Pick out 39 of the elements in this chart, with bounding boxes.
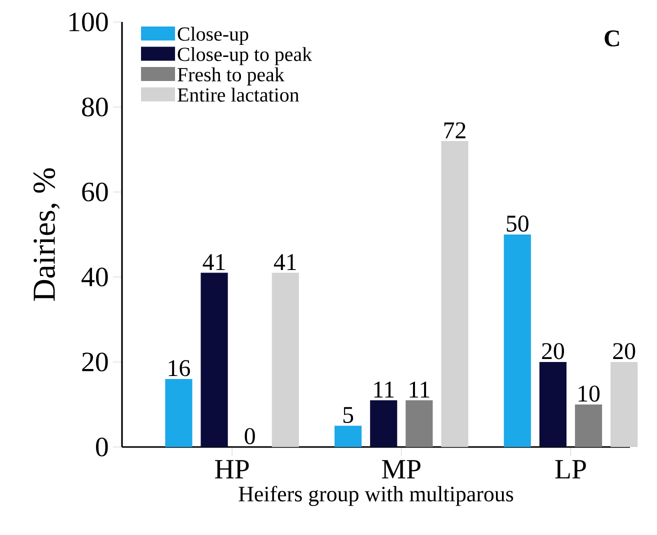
y-tick-label: 80 [82,98,108,116]
legend-label: Close-up [178,26,248,45]
bar [370,400,398,447]
legend-label: Fresh to peak [178,67,284,86]
y-axis-title: Dairies, % [33,168,60,301]
y-tick-label: 20 [82,352,108,372]
x-axis-title: Heifers group with multiparous [238,486,514,506]
data-label: 41 [274,254,296,270]
data-label: 11 [374,382,394,398]
y-tick-label: 0 [96,438,108,456]
bar [610,362,638,447]
bar [406,400,433,447]
bar [334,426,362,447]
data-label: 11 [410,382,430,398]
x-tick-label: MP [382,460,420,478]
data-label: 0 [244,428,255,444]
bar [539,362,567,447]
bar [574,404,602,447]
bar [200,272,228,447]
legend-label: Entire lactation [178,88,300,102]
data-label: 16 [168,360,190,376]
legend-label: Close-up to peak [178,47,312,66]
annotation: C [604,30,619,46]
x-tick-label: LP [555,460,586,478]
y-tick-label: 100 [69,12,108,32]
data-label: 72 [444,122,466,138]
data-label: 20 [613,343,636,360]
bar [504,234,531,447]
x-tick-label: HP [215,460,249,478]
data-label: 41 [202,254,225,270]
y-tick-label: 40 [82,268,108,286]
bar [441,140,468,447]
data-label: 10 [578,386,600,402]
data-label: 20 [542,343,564,360]
data-label: 50 [506,216,528,232]
y-tick-label: 60 [82,182,108,202]
data-label: 5 [343,407,354,423]
bar [272,272,299,447]
bar [165,379,192,447]
